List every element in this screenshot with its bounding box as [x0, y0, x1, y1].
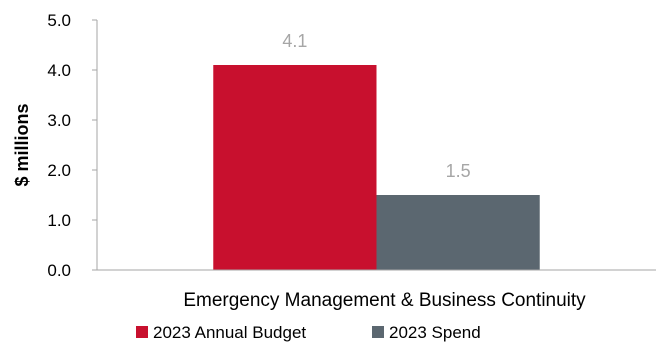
y-tick-label: 2.0 — [47, 161, 71, 180]
bar-2023-spend — [376, 195, 540, 270]
y-axis-title: $ millions — [12, 103, 32, 186]
y-tick-label: 4.0 — [47, 61, 71, 80]
legend-swatch — [136, 326, 148, 338]
y-axis: 0.0 1.0 2.0 3.0 4.0 5.0 — [47, 11, 98, 280]
y-tick-label: 3.0 — [47, 111, 71, 130]
legend-label: 2023 Annual Budget — [153, 323, 306, 342]
bar-2023-annual-budget — [213, 65, 377, 270]
y-tick-label: 5.0 — [47, 11, 71, 30]
x-category-label: Emergency Management & Business Continui… — [183, 290, 586, 311]
y-tick-label: 0.0 — [47, 261, 71, 280]
data-label: 1.5 — [446, 161, 471, 181]
y-tick-label: 1.0 — [47, 211, 71, 230]
data-label: 4.1 — [282, 31, 307, 51]
legend-swatch — [372, 326, 384, 338]
legend-label: 2023 Spend — [389, 323, 481, 342]
